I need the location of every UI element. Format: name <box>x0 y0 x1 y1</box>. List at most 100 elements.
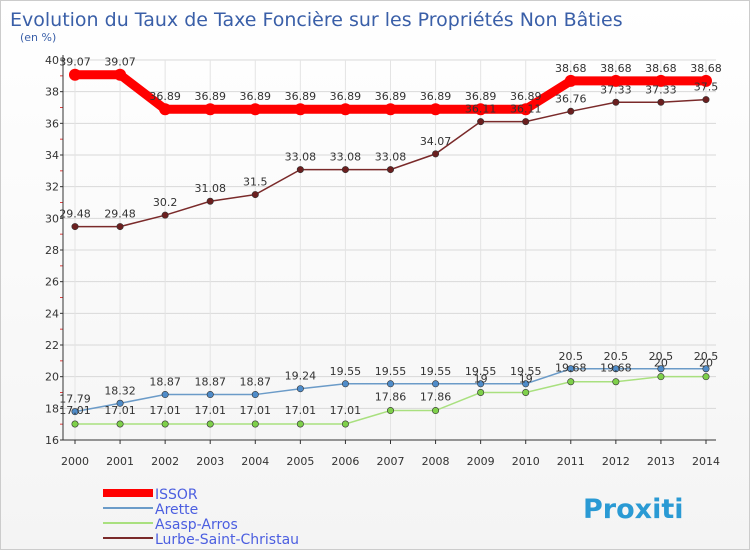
data-label-issor: 39.07 <box>104 56 136 69</box>
data-point-asasp-arros <box>702 373 710 381</box>
axes: 16 18 20 22 24 26 28 30 32 34 36 38 40 2000 2001 2002 20… <box>45 54 720 468</box>
data-point-lurbe-saint-christau <box>206 197 214 205</box>
data-point-arette <box>206 391 214 399</box>
data-label-arette: 20.5 <box>604 350 629 363</box>
x-tick-label: 2011 <box>557 455 585 468</box>
data-point-asasp-arros <box>251 420 259 428</box>
y-tick-label: 30 <box>45 212 59 225</box>
data-point-lurbe-saint-christau <box>386 166 394 174</box>
data-point-issor <box>294 103 307 116</box>
data-label-issor: 36.89 <box>285 90 317 103</box>
data-label-lurbe-saint-christau: 33.08 <box>330 151 362 164</box>
data-point-issor <box>114 68 127 81</box>
data-point-issor <box>159 103 172 116</box>
data-point-asasp-arros <box>477 388 485 396</box>
data-label-issor: 36.89 <box>420 90 452 103</box>
data-labels: 39.07 39.07 36.89 36.89 36.89 36.89 36.89 36.89… <box>59 56 722 417</box>
data-point-issor <box>654 74 667 87</box>
legend-label-asasp-arros: Asasp-Arros <box>155 517 238 533</box>
data-point-arette <box>477 380 485 388</box>
data-label-lurbe-saint-christau: 37.33 <box>600 83 632 96</box>
proxiti-logo: Proxiti <box>583 494 684 525</box>
data-label-arette: 18.87 <box>240 376 272 389</box>
data-label-asasp-arros: 17.86 <box>420 391 452 404</box>
data-point-issor <box>700 74 712 87</box>
chart-title: Evolution du Taux de Taxe Foncière sur l… <box>10 9 623 31</box>
data-point-asasp-arros <box>206 420 214 428</box>
data-point-arette <box>386 380 394 388</box>
data-point-lurbe-saint-christau <box>657 98 665 106</box>
data-point-arette <box>116 399 124 407</box>
y-tick-label: 22 <box>45 339 59 352</box>
legend-label-issor: ISSOR <box>155 487 198 503</box>
data-point-asasp-arros <box>657 373 665 381</box>
data-label-arette: 19.55 <box>420 365 452 378</box>
chart-subtitle: (en %) <box>20 31 56 44</box>
data-point-arette <box>251 391 259 399</box>
data-label-asasp-arros: 17.01 <box>149 404 181 417</box>
data-label-lurbe-saint-christau: 37.33 <box>645 83 677 96</box>
data-label-asasp-arros: 19.68 <box>600 362 632 375</box>
x-tick-label: 2012 <box>602 455 630 468</box>
y-tick-label: 20 <box>45 371 59 384</box>
data-point-issor <box>204 103 217 116</box>
data-label-asasp-arros: 17.86 <box>375 391 407 404</box>
data-point-lurbe-saint-christau <box>477 118 485 126</box>
data-label-asasp-arros: 19.68 <box>555 362 587 375</box>
data-point-lurbe-saint-christau <box>71 223 79 231</box>
data-point-lurbe-saint-christau <box>296 166 304 174</box>
data-label-arette: 19.55 <box>375 365 407 378</box>
data-point-arette <box>71 408 79 416</box>
data-point-asasp-arros <box>116 420 124 428</box>
data-label-lurbe-saint-christau: 36.76 <box>555 92 587 105</box>
data-point-arette <box>341 380 349 388</box>
data-point-asasp-arros <box>296 420 304 428</box>
data-point-arette <box>567 365 575 373</box>
legend: ISSOR Arette Asasp-Arros Lurbe-Saint-Chr… <box>103 487 299 548</box>
data-point-lurbe-saint-christau <box>702 96 710 104</box>
y-tick-label: 26 <box>45 276 59 289</box>
data-point-arette <box>522 380 530 388</box>
data-label-issor: 36.89 <box>194 90 226 103</box>
x-tick-label: 2004 <box>241 455 269 468</box>
data-label-issor: 36.89 <box>330 90 362 103</box>
data-point-issor <box>69 68 81 81</box>
data-point-arette <box>161 391 169 399</box>
x-tick-label: 2003 <box>196 455 224 468</box>
x-tick-label: 2014 <box>692 455 720 468</box>
data-label-issor: 38.68 <box>645 62 677 75</box>
data-point-issor <box>429 103 442 116</box>
y-tick-label: 32 <box>45 181 59 194</box>
data-label-lurbe-saint-christau: 33.08 <box>375 151 407 164</box>
data-label-issor: 38.68 <box>555 62 587 75</box>
data-label-lurbe-saint-christau: 30.2 <box>153 196 178 209</box>
data-label-issor: 36.89 <box>375 90 407 103</box>
data-point-lurbe-saint-christau <box>116 223 124 231</box>
y-tick-label: 18 <box>45 402 59 415</box>
data-point-arette <box>702 365 710 373</box>
legend-label-lurbe: Lurbe-Saint-Christau <box>155 532 299 548</box>
y-tick-label: 34 <box>45 149 59 162</box>
data-point-asasp-arros <box>71 420 79 428</box>
y-tick-label: 38 <box>45 86 59 99</box>
data-label-asasp-arros: 17.01 <box>59 404 91 417</box>
data-label-issor: 36.89 <box>465 90 497 103</box>
data-point-asasp-arros <box>612 378 620 386</box>
x-tick-label: 2006 <box>331 455 359 468</box>
data-point-lurbe-saint-christau <box>567 107 575 115</box>
data-label-lurbe-saint-christau: 36.11 <box>510 103 542 116</box>
data-label-issor: 36.89 <box>510 90 542 103</box>
y-tick-label: 40 <box>45 54 59 67</box>
data-point-asasp-arros <box>522 388 530 396</box>
data-label-arette: 18.87 <box>149 376 181 389</box>
data-label-asasp-arros: 20 <box>654 357 668 370</box>
data-point-lurbe-saint-christau <box>161 211 169 219</box>
data-label-lurbe-saint-christau: 31.08 <box>194 182 226 195</box>
data-label-arette: 19.55 <box>510 365 542 378</box>
data-point-arette <box>657 365 665 373</box>
data-point-asasp-arros <box>386 407 394 415</box>
data-point-asasp-arros <box>161 420 169 428</box>
x-tick-label: 2000 <box>61 455 89 468</box>
data-label-lurbe-saint-christau: 33.08 <box>285 151 317 164</box>
